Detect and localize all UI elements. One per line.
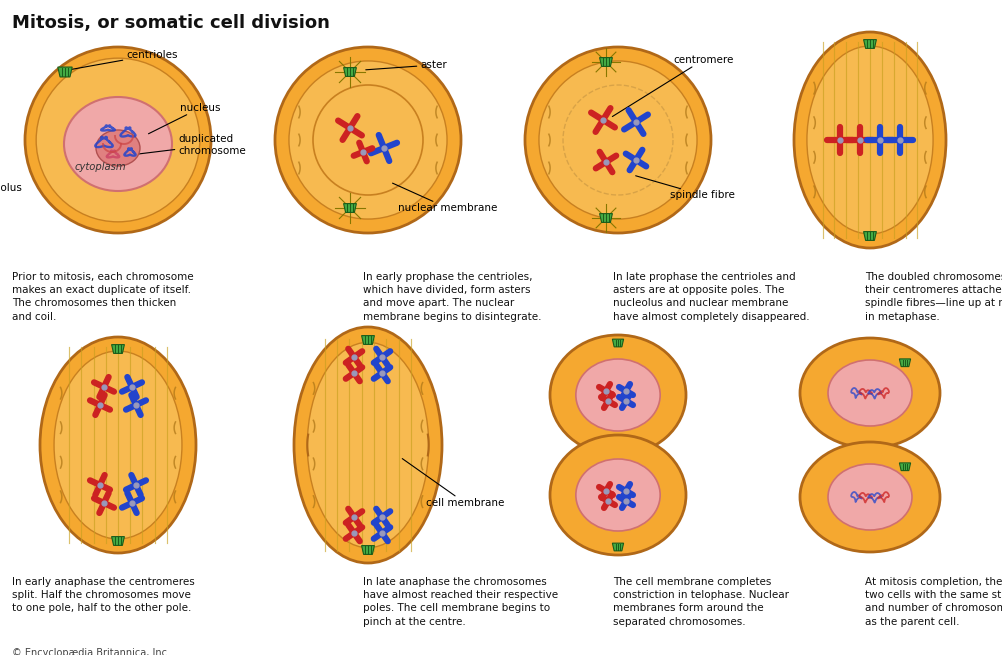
Text: Mitosis, or somatic cell division: Mitosis, or somatic cell division (12, 14, 330, 32)
Text: cytoplasm: cytoplasm (74, 162, 126, 172)
Text: The cell membrane completes
constriction in telophase. Nuclear
membranes form ar: The cell membrane completes constriction… (613, 577, 789, 627)
Ellipse shape (550, 435, 686, 555)
Polygon shape (362, 546, 375, 554)
Ellipse shape (576, 359, 660, 431)
Polygon shape (599, 214, 612, 223)
Ellipse shape (40, 337, 196, 553)
Circle shape (25, 47, 211, 233)
Ellipse shape (308, 343, 429, 548)
Ellipse shape (64, 97, 172, 191)
Text: nucleolus: nucleolus (0, 183, 22, 193)
Text: In late prophase the centrioles and
asters are at opposite poles. The
nucleolus : In late prophase the centrioles and aste… (613, 272, 810, 322)
Ellipse shape (794, 32, 946, 248)
Polygon shape (612, 339, 623, 347)
Text: centrioles: centrioles (71, 50, 177, 69)
Ellipse shape (807, 46, 933, 234)
Polygon shape (111, 345, 124, 354)
Ellipse shape (828, 360, 912, 426)
Polygon shape (612, 543, 623, 551)
Circle shape (539, 61, 697, 219)
Text: At mitosis completion, there are
two cells with the same structures
and number o: At mitosis completion, there are two cel… (865, 577, 1002, 627)
Text: © Encyclopædia Britannica, Inc.: © Encyclopædia Britannica, Inc. (12, 648, 170, 655)
Circle shape (289, 61, 447, 219)
Text: nucleus: nucleus (148, 103, 220, 134)
Polygon shape (362, 335, 375, 345)
Ellipse shape (800, 442, 940, 552)
Polygon shape (864, 232, 877, 240)
Circle shape (275, 47, 461, 233)
Text: The doubled chromosomes—
their centromeres attached to the
spindle fibres—line u: The doubled chromosomes— their centromer… (865, 272, 1002, 322)
Text: In early prophase the centrioles,
which have divided, form asters
and move apart: In early prophase the centrioles, which … (363, 272, 541, 322)
Polygon shape (599, 58, 612, 66)
Polygon shape (344, 67, 357, 77)
Circle shape (36, 58, 199, 222)
Text: centromere: centromere (612, 55, 733, 117)
Text: Prior to mitosis, each chromosome
makes an exact duplicate of itself.
The chromo: Prior to mitosis, each chromosome makes … (12, 272, 193, 322)
Ellipse shape (550, 335, 686, 455)
Text: In early anaphase the centromeres
split. Half the chromosomes move
to one pole, : In early anaphase the centromeres split.… (12, 577, 194, 613)
Polygon shape (864, 39, 877, 48)
Ellipse shape (54, 351, 182, 539)
Polygon shape (58, 67, 72, 77)
Text: spindle fibre: spindle fibre (635, 176, 734, 200)
Ellipse shape (576, 459, 660, 531)
Text: duplicated
chromosome: duplicated chromosome (132, 134, 245, 156)
Polygon shape (344, 204, 357, 212)
Circle shape (525, 47, 711, 233)
Ellipse shape (800, 338, 940, 448)
Ellipse shape (828, 464, 912, 530)
Text: cell membrane: cell membrane (402, 458, 504, 508)
Ellipse shape (96, 130, 140, 166)
Text: nuclear membrane: nuclear membrane (393, 183, 497, 213)
Ellipse shape (294, 327, 442, 563)
Text: In late anaphase the chromosomes
have almost reached their respective
poles. The: In late anaphase the chromosomes have al… (363, 577, 558, 627)
Polygon shape (900, 359, 911, 367)
Polygon shape (900, 463, 911, 470)
Polygon shape (111, 536, 124, 546)
Text: aster: aster (366, 60, 447, 70)
